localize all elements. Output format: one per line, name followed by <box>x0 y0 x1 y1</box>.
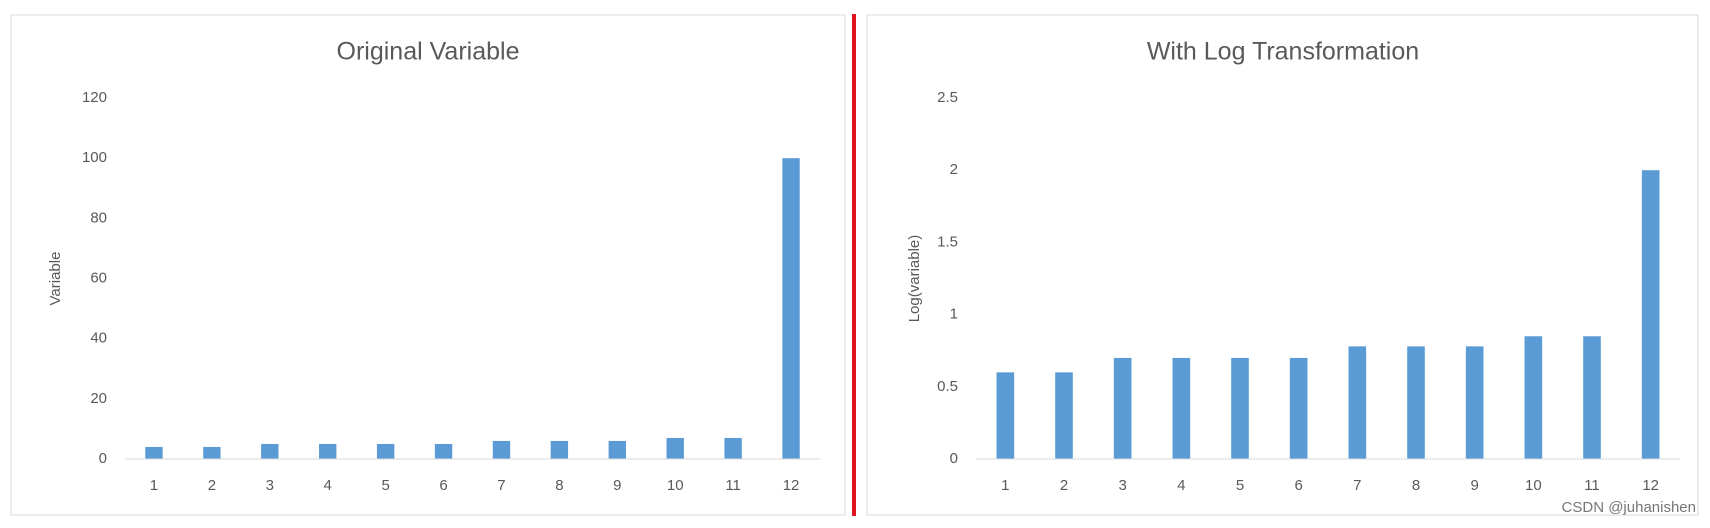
y-tick-label: 0.5 <box>937 378 958 395</box>
y-tick-label: 120 <box>82 89 107 106</box>
y-tick-label: 2.5 <box>937 89 958 106</box>
panel-frame <box>866 14 1699 516</box>
bar <box>996 372 1015 459</box>
bar <box>434 443 453 459</box>
bar <box>666 437 684 459</box>
x-tick-label: 12 <box>1642 477 1659 494</box>
bar <box>608 440 626 459</box>
x-tick-label: 7 <box>497 477 505 494</box>
y-tick-label: 0 <box>950 450 958 467</box>
x-tick-label: 4 <box>1177 477 1185 494</box>
y-axis-label: Log(variable) <box>906 235 923 323</box>
bar <box>203 446 221 459</box>
y-tick-label: 20 <box>90 390 107 407</box>
x-tick-label: 7 <box>1353 477 1361 494</box>
bar <box>1524 336 1543 459</box>
bar <box>1055 372 1073 459</box>
x-tick-label: 11 <box>725 477 741 494</box>
bar <box>145 446 163 459</box>
bar <box>1641 170 1660 459</box>
x-tick-label: 3 <box>266 477 274 494</box>
bar <box>1113 357 1132 459</box>
chart-title: Original Variable <box>337 38 520 66</box>
x-tick-label: 6 <box>1294 477 1302 494</box>
x-tick-label: 2 <box>208 477 216 494</box>
x-tick-label: 11 <box>1584 477 1600 494</box>
bar <box>1289 357 1308 459</box>
bar <box>1465 346 1484 459</box>
bar <box>782 158 800 459</box>
bar <box>1348 346 1367 459</box>
bar <box>319 443 337 459</box>
bar <box>550 440 569 459</box>
x-tick-label: 1 <box>1001 477 1009 494</box>
bar <box>492 440 511 459</box>
x-tick-label: 10 <box>1525 477 1542 494</box>
y-tick-label: 1.5 <box>937 233 958 250</box>
y-tick-label: 1 <box>950 306 958 323</box>
x-tick-label: 9 <box>1470 477 1478 494</box>
y-tick-label: 60 <box>90 269 107 286</box>
x-tick-label: 12 <box>783 477 800 494</box>
y-tick-label: 100 <box>82 149 107 166</box>
bar <box>1583 336 1601 459</box>
x-tick-label: 6 <box>439 477 447 494</box>
y-tick-label: 0 <box>99 450 107 467</box>
bar <box>261 443 279 459</box>
watermark: CSDN @juhanishen <box>1562 499 1696 516</box>
x-tick-label: 9 <box>613 477 621 494</box>
x-tick-label: 3 <box>1118 477 1126 494</box>
x-tick-label: 5 <box>1236 477 1244 494</box>
divider <box>852 14 856 516</box>
bar <box>724 437 742 459</box>
x-tick-label: 10 <box>667 477 684 494</box>
x-tick-label: 5 <box>381 477 389 494</box>
y-tick-label: 40 <box>90 330 107 347</box>
bar <box>1172 357 1191 459</box>
bar <box>376 443 395 459</box>
x-tick-label: 2 <box>1060 477 1068 494</box>
x-tick-label: 1 <box>150 477 158 494</box>
bar <box>1231 357 1249 459</box>
x-tick-label: 4 <box>324 477 332 494</box>
bar <box>1407 346 1425 459</box>
y-tick-label: 80 <box>90 209 107 226</box>
panel-frame <box>10 14 846 516</box>
y-tick-label: 2 <box>950 161 958 178</box>
x-tick-label: 8 <box>555 477 563 494</box>
x-tick-label: 8 <box>1412 477 1420 494</box>
y-axis-label: Variable <box>47 252 64 306</box>
chart-title: With Log Transformation <box>1147 38 1419 66</box>
